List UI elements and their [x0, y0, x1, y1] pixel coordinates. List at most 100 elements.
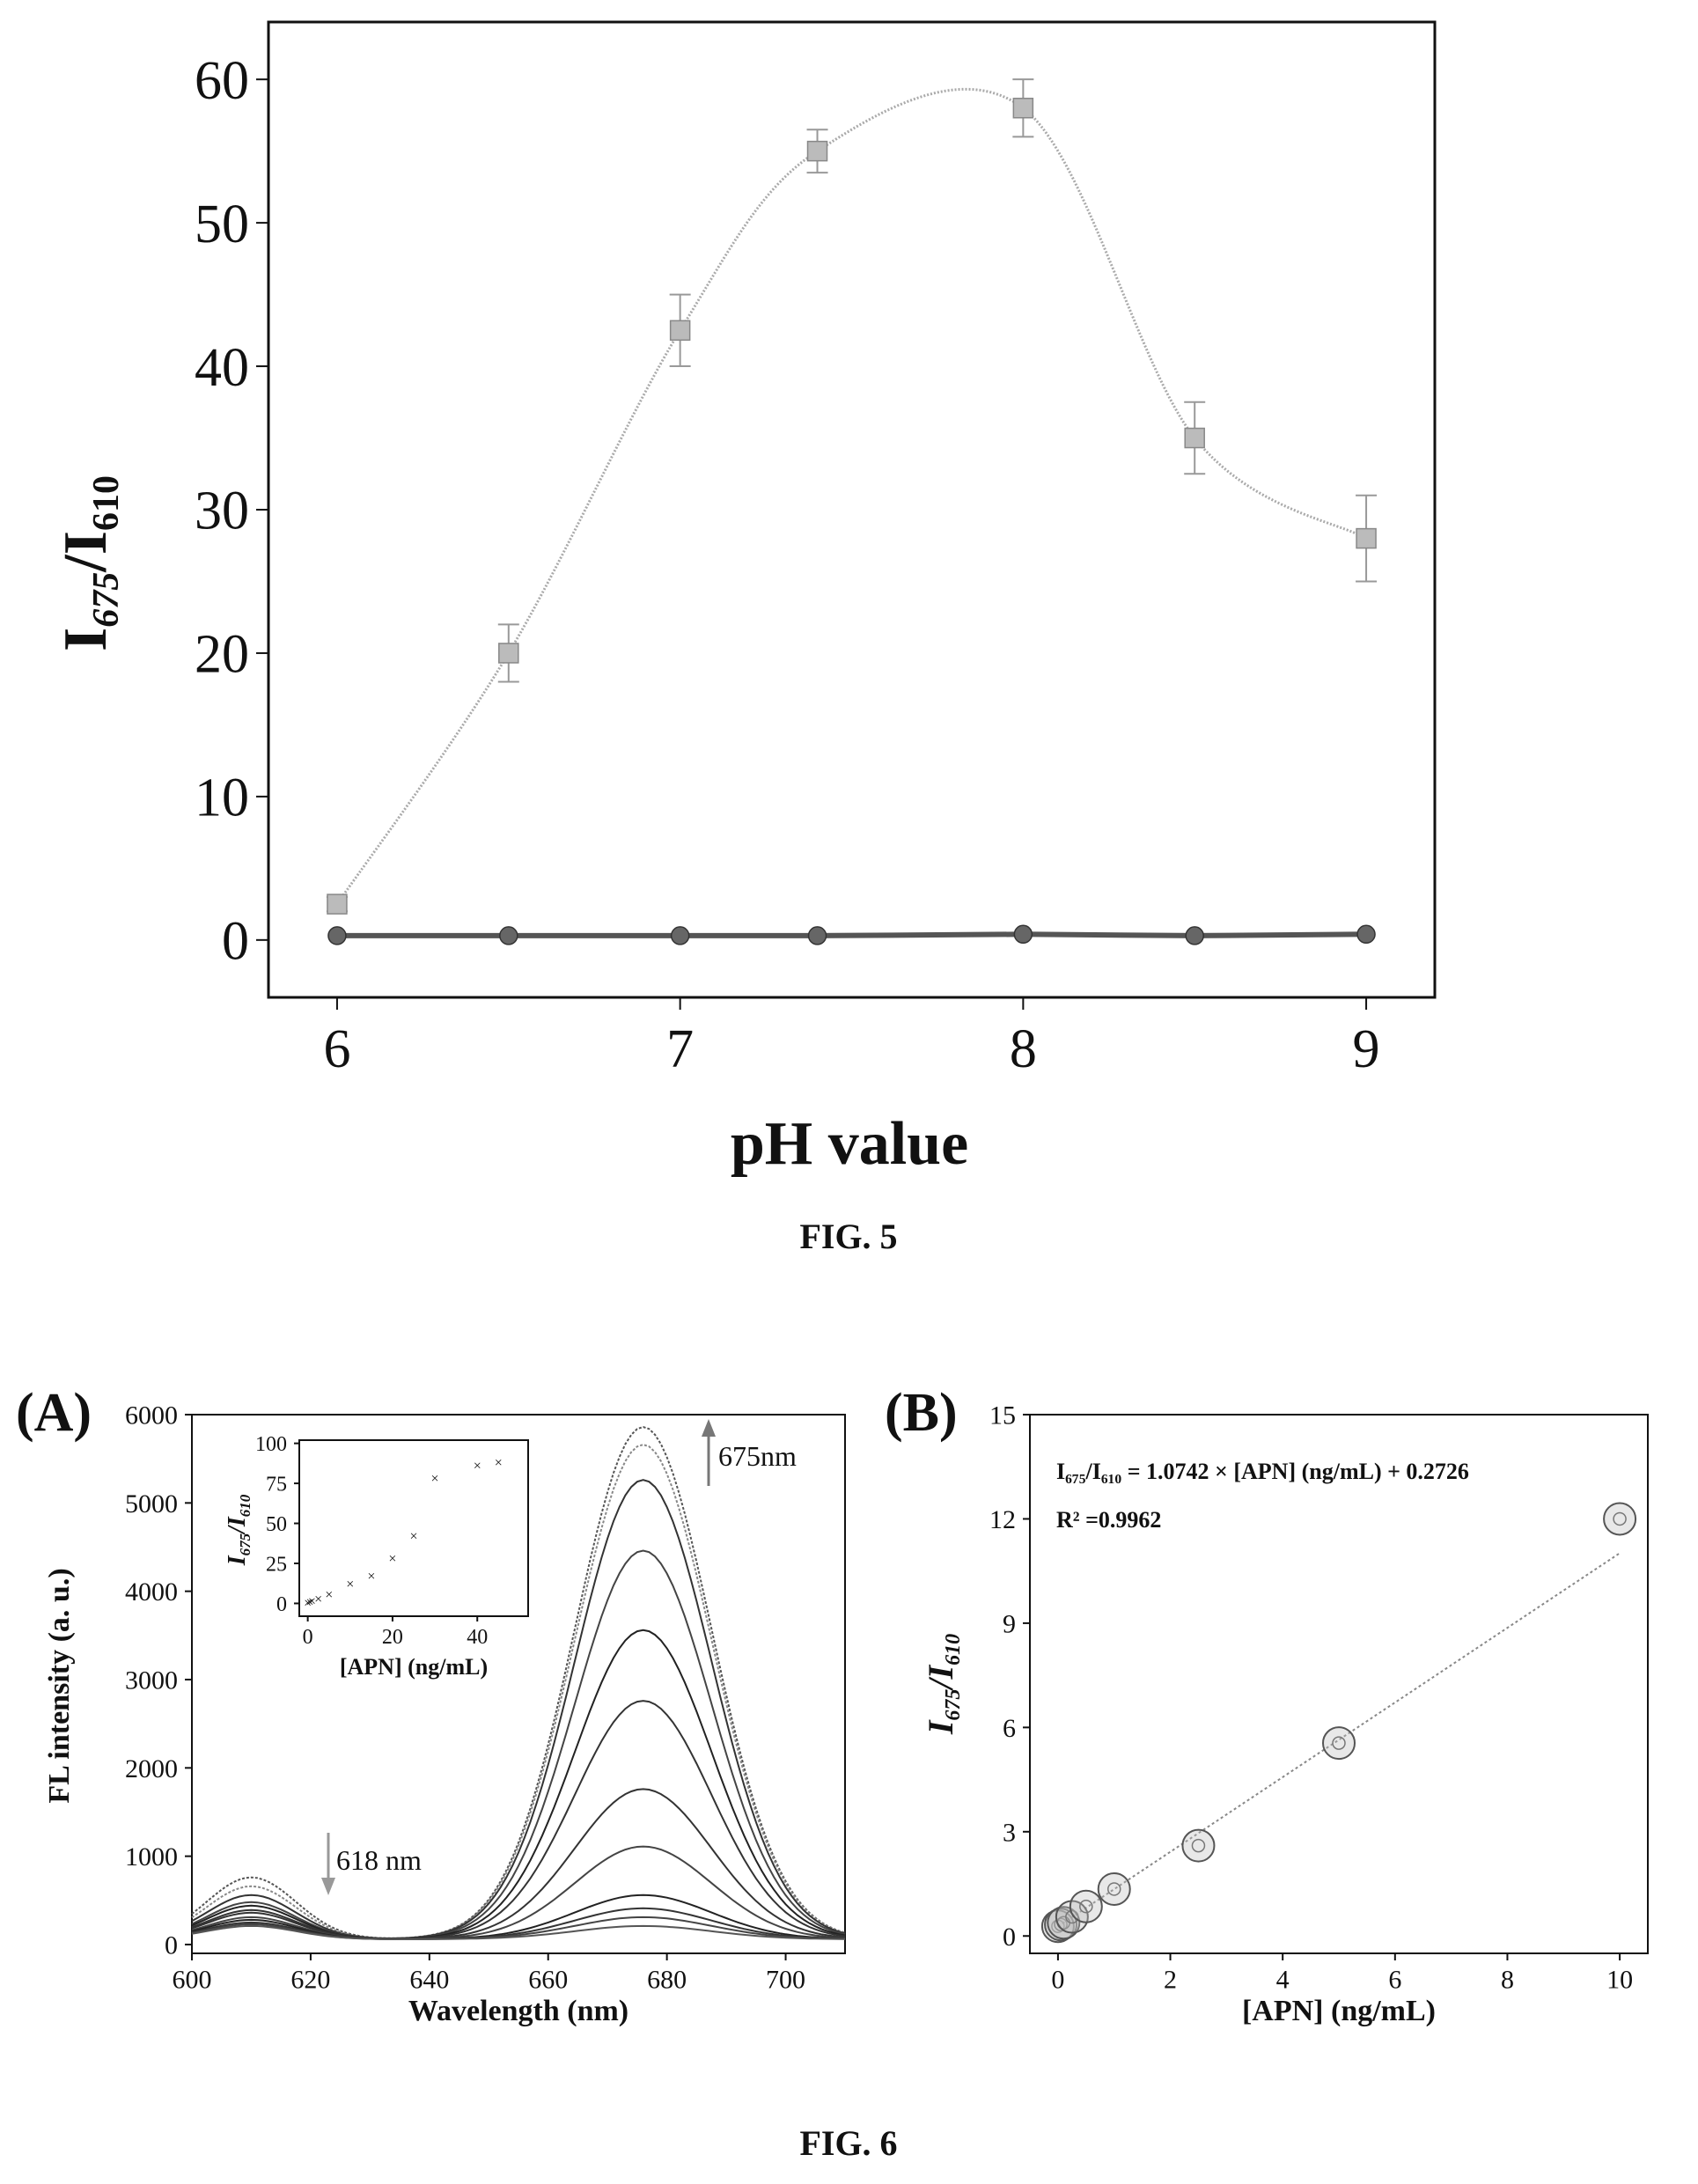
- panel-a-y-tick-label: 0: [165, 1930, 178, 1960]
- inset-x-axis: 0 20 40: [303, 1616, 488, 1649]
- fig5-ylabel-sub1: 675: [86, 572, 127, 628]
- panel-b-point-inner: [1613, 1511, 1627, 1526]
- inset-point: ×: [306, 1595, 314, 1610]
- inset-point: ×: [346, 1577, 354, 1592]
- panel-b-x-tick-label: 8: [1501, 1966, 1514, 1995]
- panel-b-y-tick-label: 15: [989, 1401, 1016, 1430]
- panel-b-ylabel-sub1: 675: [942, 1689, 965, 1721]
- inset-point: ×: [325, 1587, 333, 1602]
- inset-y-axis-label: I675/I610: [224, 1494, 254, 1566]
- fig5-y-tick-label: 50: [195, 195, 249, 254]
- inset-point: ×: [409, 1529, 417, 1544]
- panel-b-label: (B): [885, 1383, 958, 1443]
- panel-b-point: [1322, 1726, 1356, 1761]
- inset-y-tick-label: 25: [266, 1553, 287, 1576]
- panel-a-x-tick-label: 640: [409, 1966, 449, 1995]
- panel-b-point: [1097, 1871, 1131, 1906]
- inset-point: ×: [474, 1459, 481, 1474]
- panel-b-y-axis: 0 3 6 9 12 15: [989, 1401, 1030, 1952]
- panel-a-y-tick-label: 1000: [125, 1842, 178, 1871]
- inset-point: ×: [367, 1570, 375, 1585]
- fig5-series-2-point: [807, 926, 827, 945]
- inset-point: ×: [304, 1596, 312, 1611]
- fig5-y-tick-label: 30: [195, 482, 249, 541]
- panel-a-spectrum-line: [191, 1916, 846, 1940]
- panel-a-spectrum-line: [191, 1629, 846, 1940]
- fig5-x-tick-label: 9: [1353, 1019, 1380, 1079]
- inset-ylabel-slash: /: [224, 1525, 251, 1535]
- fig5-series-2-point: [1013, 924, 1033, 945]
- annotation-618nm: 618 nm: [336, 1844, 422, 1876]
- panel-b-ylabel-main-2: I: [921, 1664, 960, 1680]
- inset-point: ×: [495, 1455, 503, 1470]
- panel-b-point: [1069, 1889, 1103, 1923]
- fig5-series-1-point: [669, 320, 691, 342]
- panel-a-spectra: [191, 1425, 846, 1940]
- fig5-series-1-point: [327, 893, 348, 915]
- panel-b-point-inner: [1054, 1917, 1068, 1931]
- panel-b-point: [1603, 1502, 1637, 1536]
- inset-point: ×: [308, 1594, 316, 1609]
- panel-a-spectrum-line: [191, 1788, 846, 1940]
- panel-a-spectrum-line: [191, 1924, 846, 1940]
- fig5-plot-frame: [267, 20, 1437, 999]
- panel-b-x-tick-label: 10: [1606, 1966, 1633, 1995]
- fig5-y-tick-label: 40: [195, 338, 249, 398]
- inset-plot-frame: [298, 1439, 529, 1617]
- panel-b-y-tick-label: 3: [1003, 1818, 1016, 1847]
- fig5-series-2-point: [1185, 926, 1204, 945]
- inset-y-tick-label: 0: [276, 1593, 287, 1616]
- arrow-down-head-icon: [321, 1878, 335, 1895]
- fig5-y-axis: 0 10 20 30 40 50 60: [195, 51, 268, 972]
- panel-b-x-tick-label: 2: [1164, 1966, 1177, 1995]
- panel-a-spectrum-line: [191, 1425, 846, 1939]
- panel-a-y-tick-label: 5000: [125, 1489, 178, 1519]
- panel-b-point-inner: [1106, 1882, 1121, 1896]
- panel-a-y-axis-label: FL intensity (a. u.): [43, 1568, 76, 1803]
- inset-ylabel-sub1: 675: [237, 1533, 254, 1555]
- panel-b-ylabel-sub2: 610: [942, 1634, 965, 1666]
- fig5-series-2-point: [670, 926, 690, 945]
- panel-a-spectrum-line: [191, 1700, 846, 1940]
- panel-a-x-tick-label: 620: [290, 1966, 330, 1995]
- panel-a-label: (A): [16, 1383, 92, 1443]
- svg-text:I675/I610: I675/I610: [52, 475, 127, 651]
- inset-point: ×: [388, 1552, 396, 1567]
- fig5-ylabel-sub2: 610: [86, 475, 127, 531]
- panel-a-y-tick-label: 6000: [125, 1401, 178, 1430]
- inset-x-axis-label: [APN] (ng/mL): [340, 1654, 488, 1680]
- fig5-series-1-point: [1012, 98, 1034, 119]
- inset-y-tick-label: 75: [266, 1473, 287, 1496]
- fig5-y-tick-label: 20: [195, 625, 249, 685]
- panel-a-y-tick-label: 3000: [125, 1666, 178, 1695]
- fig5-series-1-point: [1356, 527, 1377, 549]
- fig5-series-1-point: [498, 643, 519, 664]
- fig5-series-1-point: [806, 140, 828, 162]
- panel-b-x-axis: 0 2 4 6 8 10: [1051, 1953, 1633, 1995]
- fig5-y-tick-label: 10: [195, 768, 249, 828]
- panel-b-y-tick-label: 9: [1003, 1609, 1016, 1638]
- panel-b-plot-frame: [1029, 1414, 1649, 1954]
- inset-ylabel-main-2: I: [224, 1516, 251, 1527]
- panel-a-x-tick-label: 680: [647, 1966, 687, 1995]
- panel-a-x-tick-label: 700: [766, 1966, 805, 1995]
- svg-text:I675/I610: I675/I610: [224, 1494, 254, 1566]
- panel-a-spectrum-line: [191, 1907, 846, 1940]
- panel-b-y-tick-label: 12: [989, 1505, 1016, 1534]
- panel-a-spectrum-line: [191, 1894, 846, 1940]
- inset-point: ×: [431, 1472, 439, 1487]
- panel-b-x-tick-label: 6: [1388, 1966, 1401, 1995]
- inset-ylabel-sub2: 610: [237, 1494, 254, 1517]
- panel-b-points: [1040, 1502, 1637, 1944]
- inset-point: ×: [314, 1592, 322, 1607]
- panel-a-y-axis: 0 1000 2000 3000 4000 5000 6000: [125, 1401, 192, 1960]
- panel-b-point-inner: [1332, 1736, 1346, 1750]
- panel-b-point-inner: [1191, 1838, 1206, 1853]
- panel-a-spectrum-line: [191, 1845, 846, 1940]
- panel-a-spectrum-line: [191, 1479, 846, 1939]
- fig5-caption: FIG. 5: [799, 1217, 897, 1256]
- fig5-series-2-point: [1356, 924, 1376, 945]
- panel-b-y-axis-label: I675/I610: [921, 1634, 965, 1735]
